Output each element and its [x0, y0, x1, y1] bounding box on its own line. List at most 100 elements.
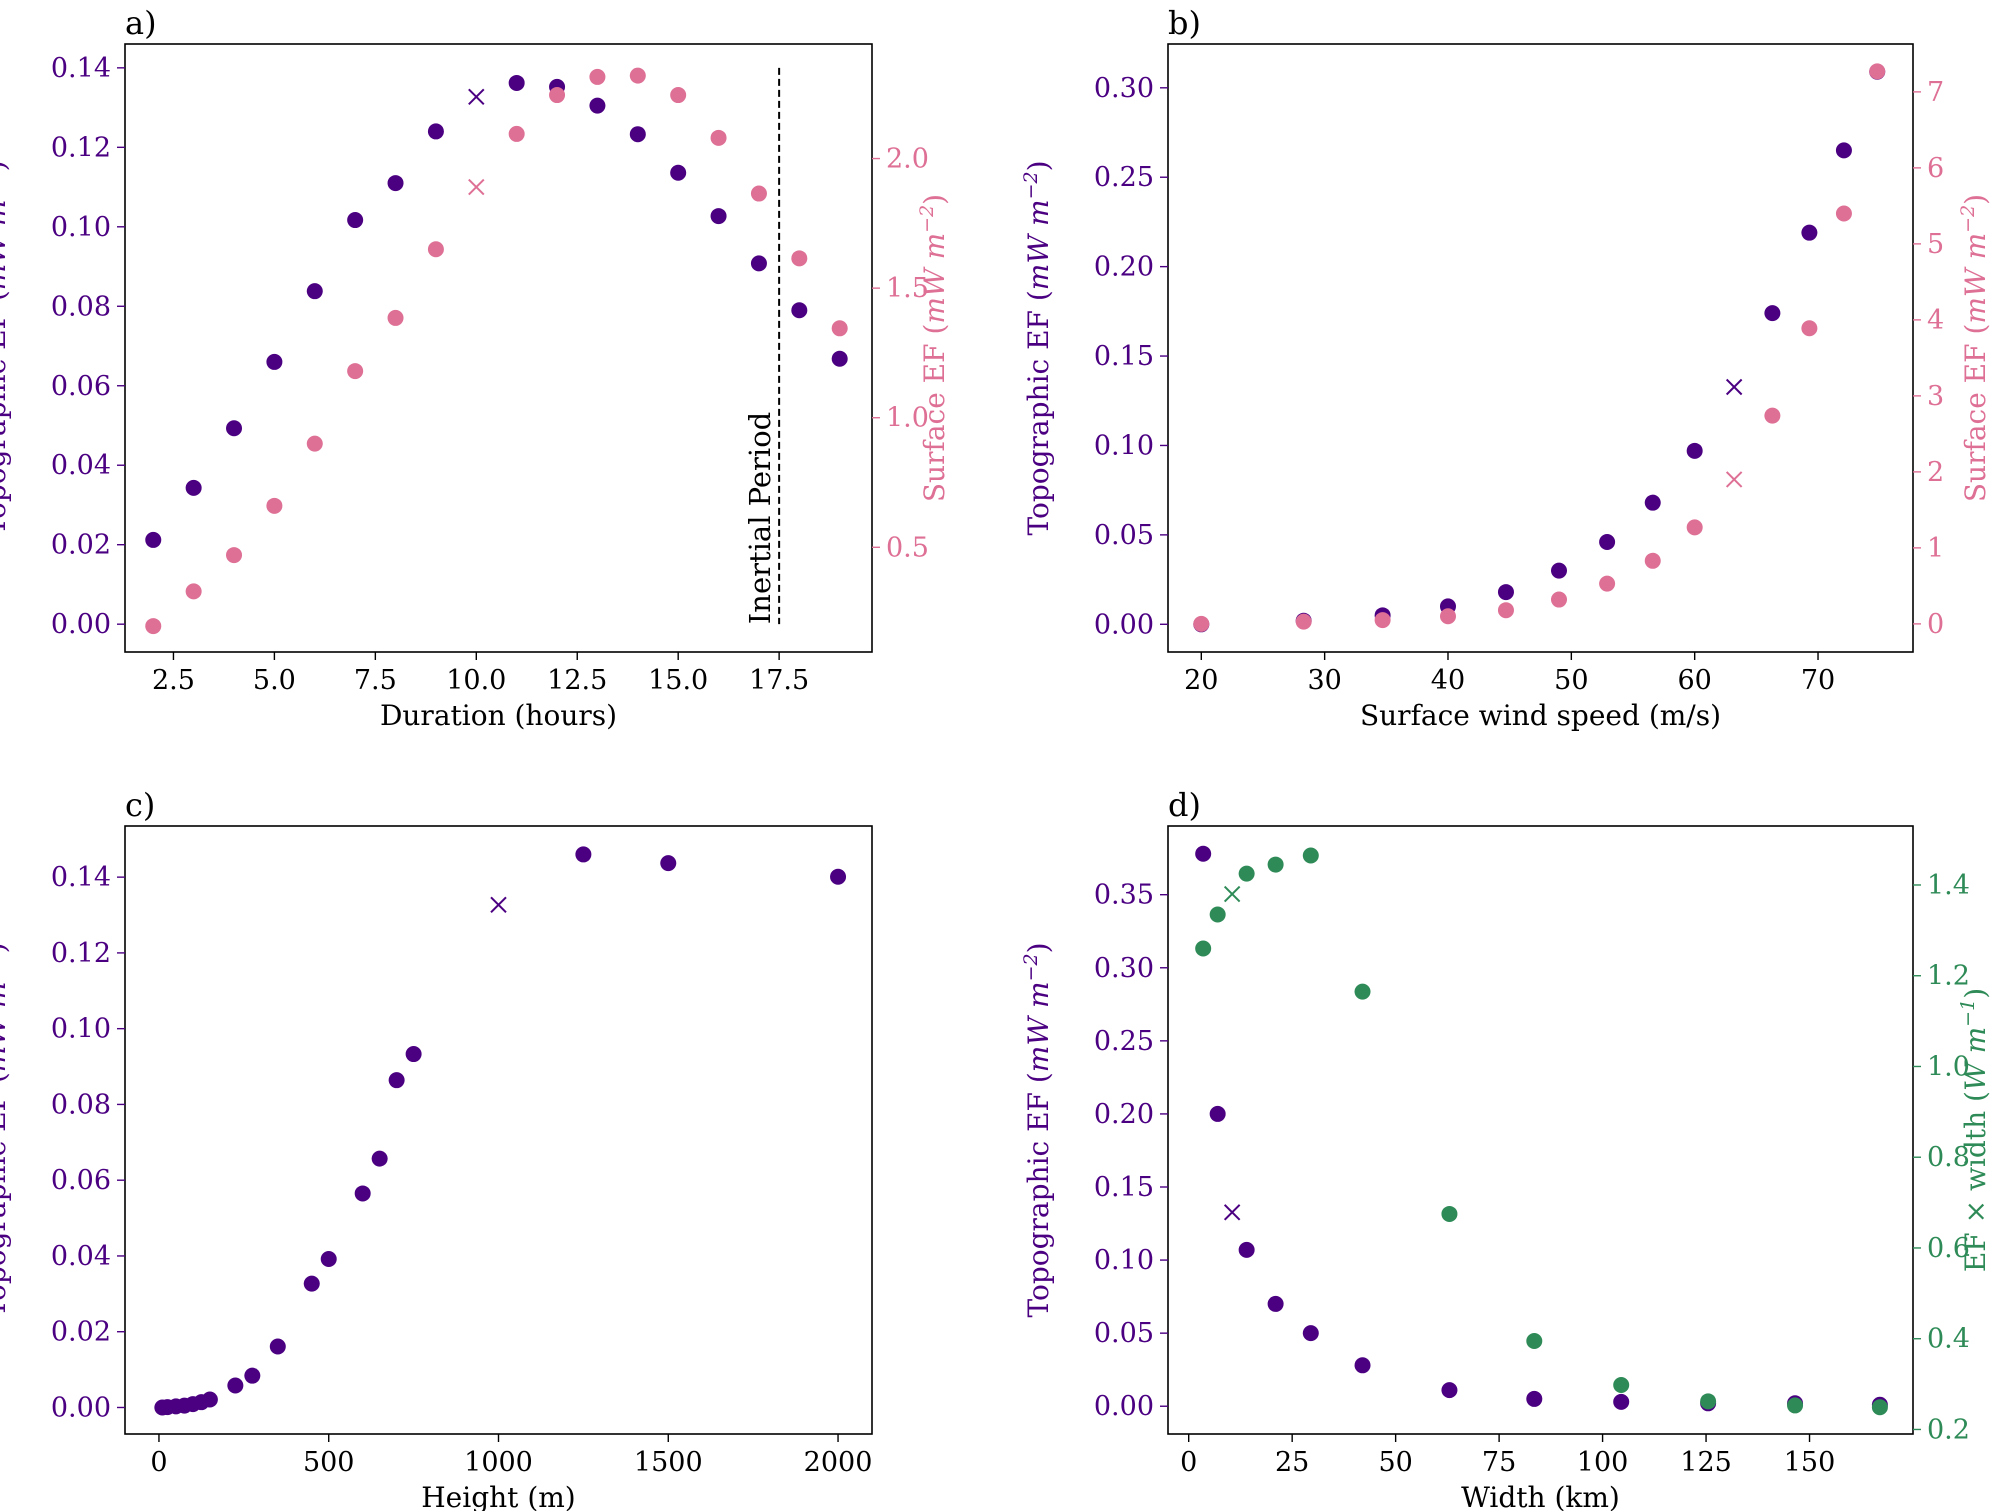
y-axis-label-text: Surface EF (: [1959, 324, 1992, 503]
x-tick-label: 75: [1482, 1447, 1516, 1478]
point-left-series: [354, 1185, 371, 1202]
y-axis-label-left: Topographic EF (mW m−2): [1020, 942, 1055, 1317]
y-axis-label-left: Topographic EF (mW m−2): [1020, 160, 1055, 535]
y-tick-label-right: 6: [1927, 153, 1944, 184]
point-right-series: [589, 68, 606, 85]
y-axis-label-unit: mW m: [0, 199, 12, 290]
y-axis-label-unit: mW m: [1022, 981, 1055, 1072]
panel-label: d): [1168, 786, 1201, 824]
point-right-series: [1302, 847, 1319, 864]
y-tick-label-left: 0.15: [1094, 341, 1154, 372]
y-axis-label-text: EF × width (: [1959, 1091, 1992, 1272]
x-tick-label: 60: [1678, 665, 1712, 696]
plot-frame: [124, 825, 873, 1435]
y-tick-label-left: 0.25: [1094, 162, 1154, 193]
point-left-series: [508, 74, 525, 91]
y-axis-label-left: Topographic EF (mW m−2): [0, 160, 12, 535]
point-right-series: [1439, 608, 1456, 625]
panel-b: b)20 30 40 50 60 700.000.050.100.150.200.250.…: [1020, 4, 1992, 732]
y-tick-label-left: 0.04: [51, 450, 111, 481]
point-right-series: [1700, 1393, 1717, 1410]
y-tick-label-right: 0.4: [1927, 1324, 1970, 1355]
y-axis-label-right: EF × width (W m−1): [1957, 988, 1992, 1272]
point-left-series: [145, 531, 162, 548]
x-tick-label: 0: [1180, 1447, 1197, 1478]
point-right-series: [1835, 205, 1852, 222]
y-axis-label-exponent: −2: [1020, 171, 1042, 199]
y-tick-label-left: 0.06: [51, 1165, 111, 1196]
y-tick-label-right: 0.6: [1927, 1233, 1970, 1264]
point-right-series: [1195, 940, 1212, 957]
point-right-series: [750, 185, 767, 202]
y-tick-label-right: 1.0: [1927, 1051, 1970, 1082]
y-axis-label-right: Surface EF (mW m−2): [916, 194, 951, 502]
x-tick-label: 50: [1554, 665, 1588, 696]
x-marker-left: [1223, 1204, 1241, 1221]
point-left-series: [575, 846, 592, 863]
point-left-series: [1599, 534, 1616, 551]
y-tick-label-left: 0.05: [1094, 1318, 1154, 1349]
point-left-series: [244, 1367, 261, 1384]
point-left-series: [266, 353, 283, 370]
y-tick-label-right: 2.0: [886, 144, 929, 175]
point-left-series: [791, 302, 808, 319]
point-right-series: [1644, 552, 1661, 569]
x-tick-label: 125: [1680, 1447, 1732, 1478]
x-axis-label: Surface wind speed (m/s): [1360, 699, 1721, 732]
x-tick-label: 20: [1184, 665, 1218, 696]
x-tick-label: 12.5: [547, 665, 607, 696]
y-tick-label-left: 0.02: [51, 530, 111, 561]
point-right-series: [1871, 1399, 1888, 1416]
y-axis-label-exponent: −1: [1957, 999, 1979, 1027]
point-right-series: [791, 250, 808, 267]
point-left-series: [347, 212, 364, 229]
y-tick-label-left: 0.10: [1094, 430, 1154, 461]
point-left-series: [269, 1338, 286, 1355]
point-left-series: [388, 1072, 405, 1089]
point-left-series: [405, 1046, 422, 1063]
point-left-series: [830, 868, 847, 885]
y-axis-label-exponent: −2: [1957, 205, 1979, 233]
x-tick-label: 1500: [634, 1447, 703, 1478]
y-axis-label-close: ): [1022, 942, 1055, 953]
x-tick-label: 17.5: [749, 665, 809, 696]
y-axis-label-right: Surface EF (mW m−2): [1957, 194, 1992, 502]
x-tick-label: 2000: [804, 1447, 873, 1478]
point-right-series: [1209, 906, 1226, 923]
point-right-series: [1613, 1376, 1630, 1393]
x-marker-right: [1725, 471, 1743, 488]
point-right-series: [347, 363, 364, 380]
y-axis-label-close: ): [1022, 160, 1055, 171]
y-axis-label-close: ): [1959, 988, 1992, 999]
x-marker-left: [490, 896, 507, 914]
x-axis-label: Height (m): [421, 1481, 575, 1511]
panel-label: c): [125, 786, 155, 824]
x-tick-label: 25: [1275, 1447, 1309, 1478]
point-left-series: [1551, 562, 1568, 579]
point-left-series: [201, 1391, 218, 1408]
point-right-series: [1869, 63, 1886, 80]
x-marker-right: [1223, 885, 1241, 903]
point-left-series: [303, 1275, 320, 1292]
x-tick-label: 7.5: [354, 665, 397, 696]
y-tick-label-left: 0.12: [51, 938, 111, 969]
y-axis-label-unit: mW m: [0, 981, 12, 1072]
point-left-series: [1835, 142, 1852, 159]
y-tick-label-right: 1.0: [886, 403, 929, 434]
point-right-series: [1238, 865, 1255, 882]
point-right-series: [1764, 407, 1781, 424]
y-tick-label-left: 0.14: [51, 53, 111, 84]
point-right-series: [185, 583, 202, 600]
x-marker-right: [468, 178, 485, 196]
y-tick-label-right: 1.5: [886, 273, 929, 304]
y-axis-label-left: Topographic EF (mW m−2): [0, 942, 12, 1317]
y-tick-label-left: 0.08: [51, 291, 111, 322]
y-tick-label-left: 0.30: [1094, 73, 1154, 104]
y-tick-label-left: 0.15: [1094, 1172, 1154, 1203]
point-right-series: [387, 309, 404, 326]
y-axis-label-text: Surface EF (: [918, 324, 951, 503]
point-left-series: [226, 420, 243, 437]
point-right-series: [831, 320, 848, 337]
point-right-series: [1267, 856, 1284, 873]
